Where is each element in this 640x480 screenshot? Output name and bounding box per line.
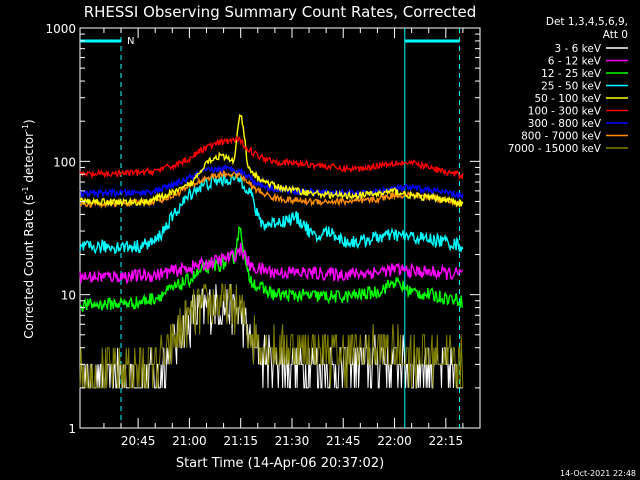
series-25-50-kev-line — [79, 169, 464, 255]
axis-ticks: 1 10 100 1000 20:45 21:00 21:15 21:30 21:45 22:00… — [45, 22, 480, 448]
series-layer — [79, 113, 464, 389]
plot-border — [79, 27, 481, 429]
y-tick-label: 1 — [68, 422, 76, 436]
night-marker-label: N — [127, 36, 134, 47]
x-tick-label: 22:15 — [429, 434, 464, 448]
x-tick-label: 21:45 — [326, 434, 361, 448]
legend-label: 25 - 50 keV — [541, 81, 602, 93]
x-tick-label: 21:30 — [275, 434, 310, 448]
x-axis-label: Start Time (14-Apr-06 20:37:02) — [176, 456, 384, 471]
legend-label: 12 - 25 keV — [541, 68, 602, 80]
series-7000-15000-kev-line — [79, 283, 464, 389]
x-tick-label: 21:15 — [223, 434, 258, 448]
legend-header-line: Att 0 — [603, 29, 628, 41]
legend-label: 800 - 7000 keV — [521, 131, 602, 143]
x-tick-label: 20:45 — [121, 434, 156, 448]
x-tick-label: 21:00 — [172, 434, 207, 448]
footer-timestamp: 14-Oct-2021 22:48 — [560, 469, 636, 478]
chart-title: RHESSI Observing Summary Count Rates, Co… — [84, 3, 477, 21]
y-axis-label: Corrected Count Rate (s-1 detector-1) — [21, 119, 36, 338]
y-tick-label: 100 — [53, 155, 76, 169]
series-100-300-kev-line — [79, 135, 464, 181]
series-6-12-kev-line — [79, 242, 464, 285]
x-tick-label: 22:00 — [377, 434, 412, 448]
legend-label: 100 - 300 keV — [528, 106, 602, 118]
plot-frame — [79, 27, 481, 429]
y-tick-label: 1000 — [45, 22, 76, 36]
series-50-100-kev-line — [79, 113, 464, 209]
y-tick-label: 10 — [61, 289, 76, 303]
legend-label: 7000 - 15000 keV — [508, 143, 602, 155]
series-12-25-kev-line — [79, 225, 463, 312]
legend-header-line: Det 1,3,4,5,6,9, — [546, 16, 628, 28]
legend-label: 6 - 12 keV — [548, 56, 602, 68]
legend-label: 50 - 100 keV — [534, 93, 601, 105]
series-300-800-kev-line — [79, 164, 464, 200]
legend-label: 300 - 800 keV — [528, 118, 602, 130]
legend-label: 3 - 6 keV — [554, 43, 601, 55]
